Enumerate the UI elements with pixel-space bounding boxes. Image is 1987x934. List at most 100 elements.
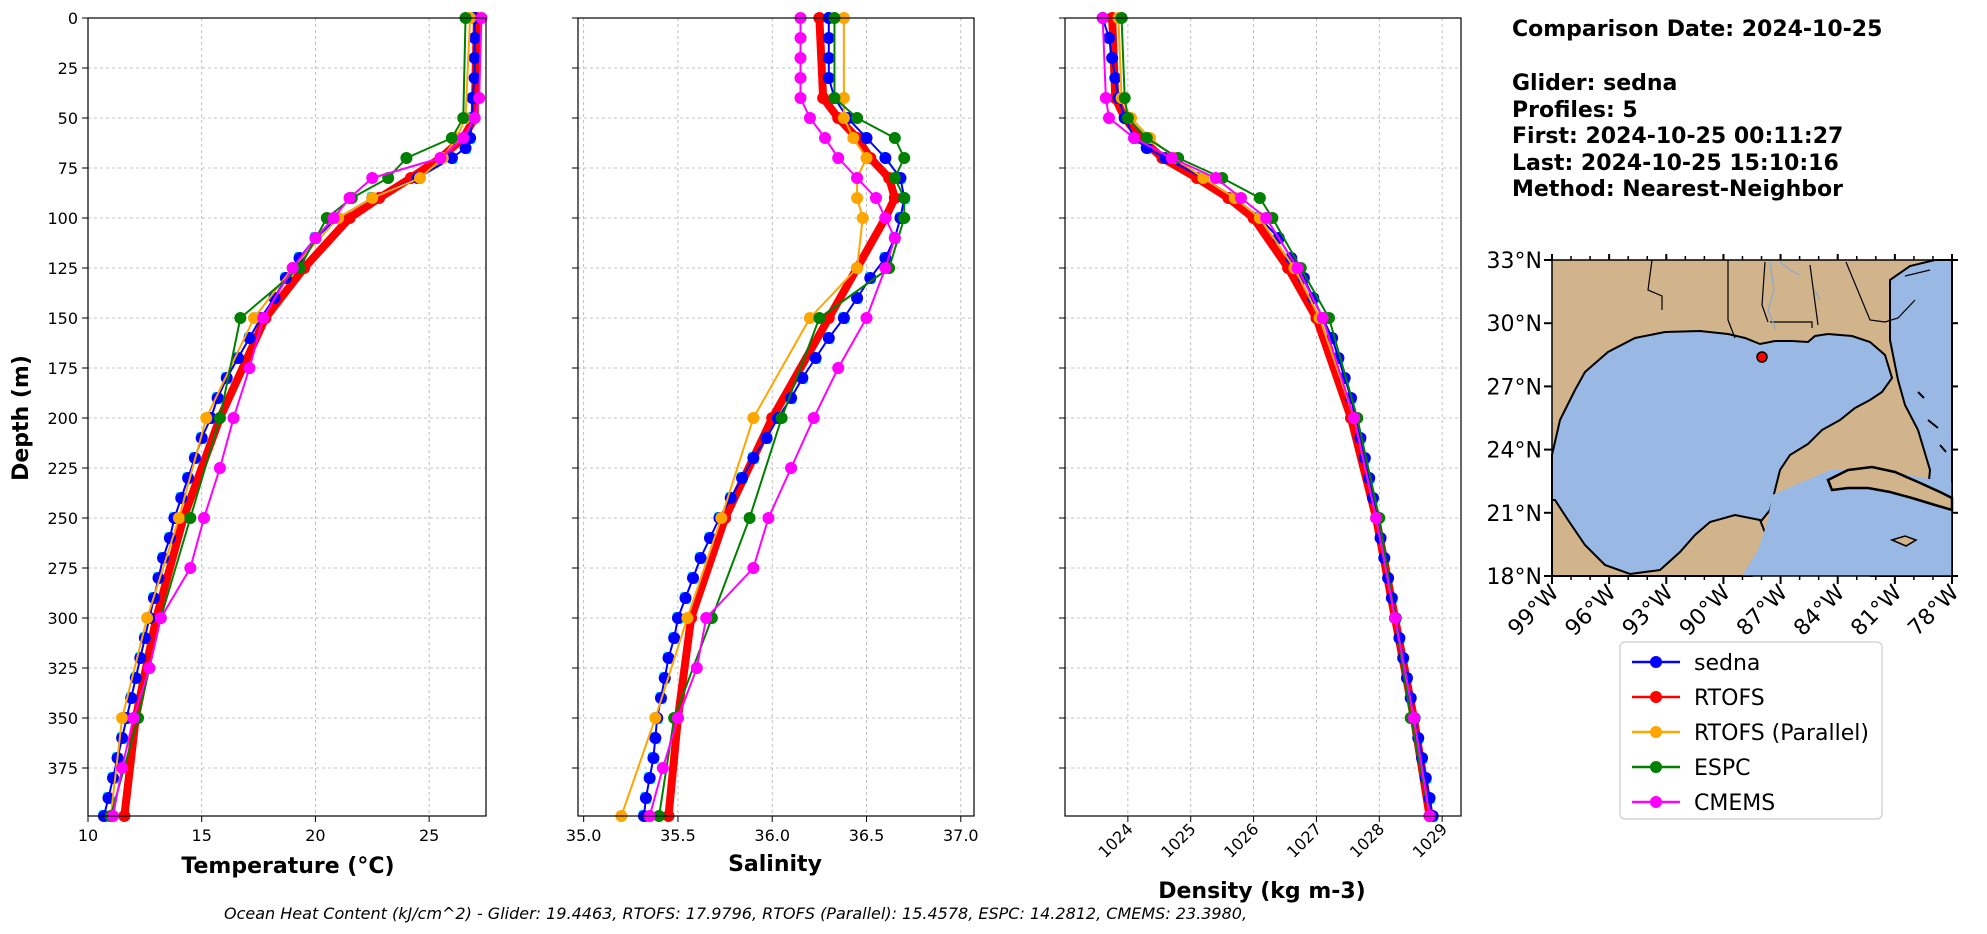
series-point	[879, 212, 892, 224]
series-point	[898, 192, 911, 204]
series-point	[197, 512, 210, 524]
series-point	[1197, 172, 1210, 184]
temperature-series-rtofs	[118, 12, 483, 822]
map-lon-label: 96°W	[1561, 580, 1622, 641]
series-point	[736, 472, 749, 484]
series-point	[762, 512, 775, 524]
series-point	[127, 712, 140, 724]
series-line	[109, 17, 467, 817]
series-point	[822, 32, 835, 44]
density-series	[1096, 11, 1439, 823]
series-point	[822, 52, 835, 64]
series-point	[809, 352, 822, 364]
y-tick-label: 25	[58, 59, 78, 78]
series-point	[671, 712, 684, 724]
info-method: Method: Nearest-Neighbor	[1512, 177, 1843, 202]
map-lon-label: 87°W	[1732, 580, 1793, 641]
y-tick-label: 150	[47, 309, 78, 328]
temperature-panel: 10 15 20 2502550751001251501752002252502753…	[9, 9, 488, 879]
salinity-series-cmems	[643, 12, 901, 822]
series-point	[1291, 262, 1304, 274]
series-point	[434, 152, 447, 164]
x-tick-label: 37.0	[943, 826, 979, 845]
series-point	[864, 272, 877, 284]
temperature-series-espc	[104, 12, 472, 822]
series-point	[687, 572, 700, 584]
series-point	[445, 132, 458, 144]
legend-label: sedna	[1694, 651, 1760, 676]
x-tick-label: 1028	[1346, 819, 1388, 861]
temperature-series-sedna	[97, 12, 481, 822]
rivers	[1767, 261, 1821, 331]
map-lat-label: 27°N	[1487, 375, 1542, 400]
land-jamaica	[1889, 535, 1918, 547]
series-point	[747, 562, 760, 574]
x-tick-label: 36.5	[849, 826, 885, 845]
series-point	[647, 752, 660, 764]
y-tick-label: 300	[47, 609, 78, 628]
series-point	[1165, 152, 1178, 164]
legend: sedna RTOFS RTOFS (Parallel) ESPC CMEMS	[1619, 641, 1883, 820]
x-tick-label: 10	[78, 826, 98, 845]
series-point	[715, 512, 728, 524]
series-point	[243, 362, 256, 374]
series-point	[671, 612, 684, 624]
map-lon-label: 81°W	[1846, 580, 1907, 641]
series-point	[888, 172, 901, 184]
series-point	[775, 412, 788, 424]
series-point	[445, 152, 458, 164]
temperature-axes-frame	[87, 17, 487, 817]
y-tick-label: 100	[47, 209, 78, 228]
salinity-series	[615, 11, 911, 823]
legend-item: RTOFS	[1632, 686, 1765, 711]
map-frame	[1551, 259, 1953, 577]
series-point	[794, 72, 807, 84]
series-point	[227, 412, 240, 424]
y-tick-label: 175	[47, 359, 78, 378]
legend-item: sedna	[1632, 651, 1760, 676]
series-point	[248, 312, 261, 324]
y-tick-label: 225	[47, 459, 78, 478]
series-point	[822, 72, 835, 84]
series-point	[813, 312, 826, 324]
series-point	[457, 132, 470, 144]
series-point	[309, 232, 322, 244]
series-point	[643, 772, 656, 784]
series-point	[796, 372, 809, 384]
series-point	[832, 152, 845, 164]
y-tick-label: 325	[47, 659, 78, 678]
legend-label: RTOFS (Parallel)	[1694, 721, 1869, 746]
map-lon-label: 84°W	[1789, 580, 1850, 641]
x-tick-label: 15	[192, 826, 212, 845]
depth-ylabel: Depth (m)	[9, 355, 34, 481]
salinity-series-rtofs-parallel	[615, 12, 873, 822]
density-axes-frame	[1064, 17, 1462, 817]
series-point	[832, 362, 845, 374]
series-point	[1209, 172, 1222, 184]
x-tick-label: 25	[419, 826, 439, 845]
series-point	[143, 662, 156, 674]
location-map: 99°W96°W93°W90°W87°W84°W81°W78°W33°N30°N…	[1487, 249, 1965, 641]
series-point	[1348, 412, 1361, 424]
series-point	[327, 212, 340, 224]
legend-swatch-marker	[1650, 656, 1662, 668]
temperature-grid	[87, 17, 486, 816]
map-lat-label: 33°N	[1487, 249, 1542, 274]
series-point	[1407, 712, 1420, 724]
series-point	[690, 662, 703, 674]
series-point	[760, 432, 773, 444]
series-point	[468, 112, 481, 124]
y-tick-label: 375	[47, 759, 78, 778]
series-point	[184, 562, 197, 574]
series-line	[102, 18, 476, 817]
series-point	[1316, 312, 1329, 324]
series-point	[200, 412, 213, 424]
legend-swatch-marker	[1650, 726, 1662, 738]
series-point	[468, 52, 481, 64]
series-point	[898, 212, 911, 224]
series-point	[343, 192, 356, 204]
series-point	[639, 792, 652, 804]
info-last: Last: 2024-10-25 15:10:16	[1512, 151, 1839, 176]
series-point	[656, 762, 669, 774]
series-point	[457, 112, 470, 124]
